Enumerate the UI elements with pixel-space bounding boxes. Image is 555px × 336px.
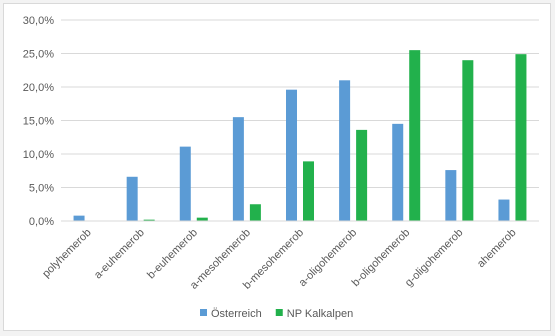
bar-np-kalkalpen-ahemerob (515, 54, 527, 221)
bar-oesterreich-a-euhemerob (126, 176, 138, 221)
bar-oesterreich-ahemerob (498, 199, 510, 221)
legend: Österreich NP Kalkalpen (200, 308, 353, 320)
bars (73, 50, 527, 222)
x-tick-label: g-oligohemerob (403, 227, 466, 290)
bar-oesterreich-b-oligohemerob (392, 123, 404, 221)
bar-oesterreich-b-euhemerob (179, 146, 191, 221)
y-axis-ticks: 0,0% 5,0% 10,0% 15,0% 20,0% 25,0% 30,0% (23, 15, 54, 228)
legend-label-oesterreich: Österreich (211, 308, 262, 320)
legend-swatch-oesterreich (200, 309, 207, 316)
y-tick-label: 5,0% (29, 183, 54, 195)
bar-np-kalkalpen-a-mesohemerob (249, 204, 261, 221)
bar-oesterreich-g-oligohemerob (445, 170, 457, 221)
bar-np-kalkalpen-b-mesohemerob (303, 161, 314, 221)
y-tick-label: 10,0% (23, 149, 54, 161)
x-tick-label: ahemerob (475, 227, 519, 271)
bar-oesterreich-a-mesohemerob (232, 117, 244, 221)
legend-swatch-np-kalkalpen (275, 309, 283, 316)
bar-np-kalkalpen-g-oligohemerob (462, 60, 474, 222)
y-tick-label: 30,0% (23, 15, 54, 27)
y-tick-label: 0,0% (29, 216, 54, 228)
bar-oesterreich-polyhemerob (73, 215, 85, 221)
x-axis-ticks: polyhemeroba-euhemerobb-euhemeroba-mesoh… (40, 227, 518, 292)
y-tick-label: 15,0% (23, 116, 54, 128)
bar-np-kalkalpen-a-oligohemerob (356, 129, 368, 221)
y-tick-label: 25,0% (23, 49, 54, 61)
y-tick-label: 20,0% (23, 82, 54, 94)
gridlines (61, 19, 539, 188)
x-tick-label: a-euhemerob (92, 227, 147, 282)
x-tick-label: b-euhemerob (145, 227, 200, 282)
chart-frame: 0,0% 5,0% 10,0% 15,0% 20,0% 25,0% 30,0% polyhe… (3, 3, 551, 331)
legend-label-np-kalkalpen: NP Kalkalpen (287, 308, 353, 320)
bar-np-kalkalpen-a-euhemerob (143, 219, 155, 221)
bar-np-kalkalpen-b-oligohemerob (409, 50, 421, 222)
bar-oesterreich-a-oligohemerob (339, 80, 351, 221)
x-tick-label: polyhemerob (40, 227, 93, 280)
bar-oesterreich-b-mesohemerob (286, 89, 297, 222)
bar-np-kalkalpen-b-euhemerob (196, 217, 208, 221)
bar-chart: 0,0% 5,0% 10,0% 15,0% 20,0% 25,0% 30,0% polyhe… (23, 15, 539, 320)
